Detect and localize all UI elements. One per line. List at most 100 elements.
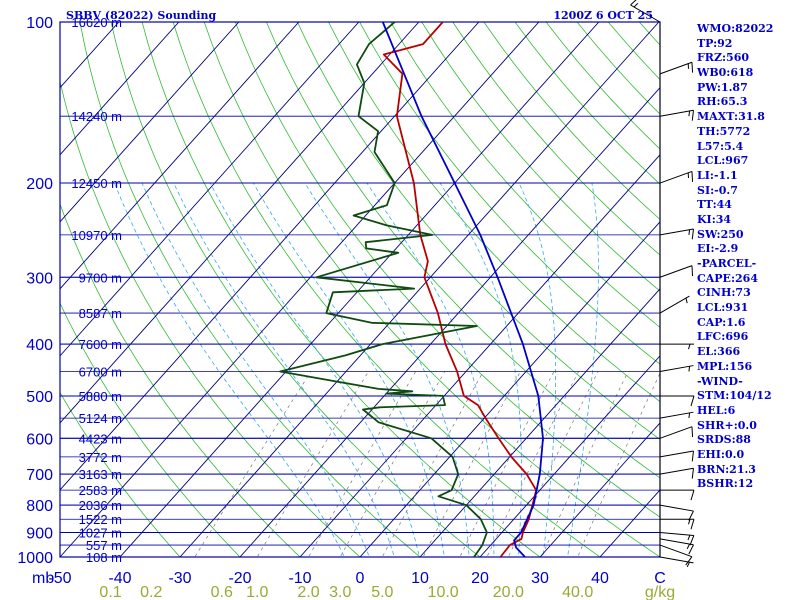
height-label: 4423 m [79,431,122,446]
wind-barb-staff [659,61,693,75]
height-label: 3772 m [79,450,122,465]
index-row: MPL:156 [697,359,753,373]
index-row: LI:-1.1 [697,168,738,182]
isotherm-line [60,22,420,424]
temperature-tick-label: -20 [228,570,251,587]
index-row: CAPE:264 [697,271,758,285]
pressure-axis-label: mb [32,570,54,587]
isotherm-line [60,22,240,223]
dry-adiabat-line [110,22,481,557]
pressure-tick-label: 900 [26,526,53,543]
index-row: -PARCEL- [697,257,757,270]
index-row: SRDS:88 [697,433,751,447]
wind-barb-staff [630,4,661,23]
wind-barb-flag [690,519,695,530]
mixing-ratio-tick-label: 2.0 [297,584,319,600]
wind-barb-staff [659,426,693,439]
pressure-tick-label: 800 [26,498,53,515]
index-row: KI:34 [697,212,732,226]
index-row: FRZ:560 [697,51,750,65]
pressure-tick-label: 400 [26,337,53,354]
index-row: SHR+:0.0 [697,418,757,432]
isotherm-line [359,221,660,557]
mixing-ratio-line [194,371,312,557]
chart-datetime: 1200Z 6 OCT 25 [553,9,653,22]
temperature-tick-label: 0 [356,570,365,587]
dry-adiabat-line [297,22,660,440]
moist-adiabat-line [439,182,522,557]
mixing-ratio-tick-label: 10.0 [428,584,459,600]
height-label: 2583 m [79,483,122,498]
index-row: -WIND- [697,374,743,388]
index-row: TH:5772 [697,124,751,138]
index-row: RH:65.3 [697,95,748,109]
wind-barb-half-flag [688,412,691,419]
mixing-ratio-tick-label: 0.2 [140,584,162,600]
wind-barb-half-flag [688,519,691,525]
temperature-tick-label: -50 [48,570,71,587]
height-label: 1027 m [79,526,122,541]
temperature-tick-label: -10 [288,570,311,587]
wind-barb-flag [691,265,694,277]
dry-adiabat-line [234,22,660,518]
isotherm-line [60,22,300,290]
stability-indices-panel: WMO:82022 TP:92 FRZ:560 WB0:618 PW:1.87 RH:65… [697,22,800,492]
isotherm-line [60,22,480,491]
wind-barb-half-flag [686,561,690,568]
index-row: BSHR:12 [697,477,754,491]
index-row: LCL:967 [697,154,749,168]
moist-adiabat-line [253,182,445,557]
wind-barb-staff [659,228,694,236]
height-label: 2036 m [79,498,122,513]
wind-barb-staff [659,467,694,475]
index-row: CINH:73 [697,286,751,300]
temperature-tick-label: 20 [471,570,489,587]
wind-barb-flag [691,171,694,182]
height-label: 1522 m [79,512,122,527]
sounding-profile-line [279,22,488,557]
wind-barb-staff [659,295,690,314]
wind-barb-flag [691,426,694,438]
index-row: WMO:82022 [697,22,774,35]
moist-adiabat-line [141,182,370,557]
dry-adiabat-line [60,302,241,557]
index-row: STM:104/12 [697,389,772,403]
dry-adiabat-line [60,202,301,557]
wind-barb-flag [690,395,695,407]
wind-barb-half-flag [688,343,691,350]
isotherm-line [479,355,660,557]
wind-barb-staff [659,411,694,419]
moist-adiabat-line [304,182,470,557]
wind-barb-flag [691,468,694,479]
wind-barb-flag [689,535,695,546]
index-row: WB0:618 [697,66,754,80]
wind-barb-half-flag [688,229,691,235]
isotherm-line [60,22,540,557]
pressure-tick-label: 200 [26,176,53,193]
index-row: EI:-2.9 [697,242,739,256]
wind-barb-half-flag [688,110,691,117]
wind-barb-staff [659,538,694,546]
height-label: 5880 m [79,389,122,404]
wind-barb-flag [691,62,694,73]
height-label: 14240 m [71,109,122,124]
isotherm-line [119,22,600,557]
height-label: 108 m [86,550,122,565]
wind-barb-flag [691,110,694,121]
height-label: 10970 m [71,228,122,243]
dry-adiabat-line [421,22,660,292]
index-row: L57:5.4 [697,139,744,153]
index-row: EHI:0.0 [697,447,745,461]
pressure-tick-label: 100 [26,15,53,32]
index-row: SI:-0.7 [697,183,738,197]
mixing-ratio-tick-label: 5.0 [371,584,393,600]
wind-barb-half-flag [688,366,691,372]
isotherm-line [60,22,180,156]
wind-barb-half-flag [687,534,691,541]
mixing-ratio-line [507,371,599,557]
isotherm-line [60,22,360,357]
mixing-ratio-axis-label: g/kg [645,584,675,600]
moist-adiabat-line [366,182,495,557]
mixing-ratio-tick-label: 20.0 [493,584,524,600]
